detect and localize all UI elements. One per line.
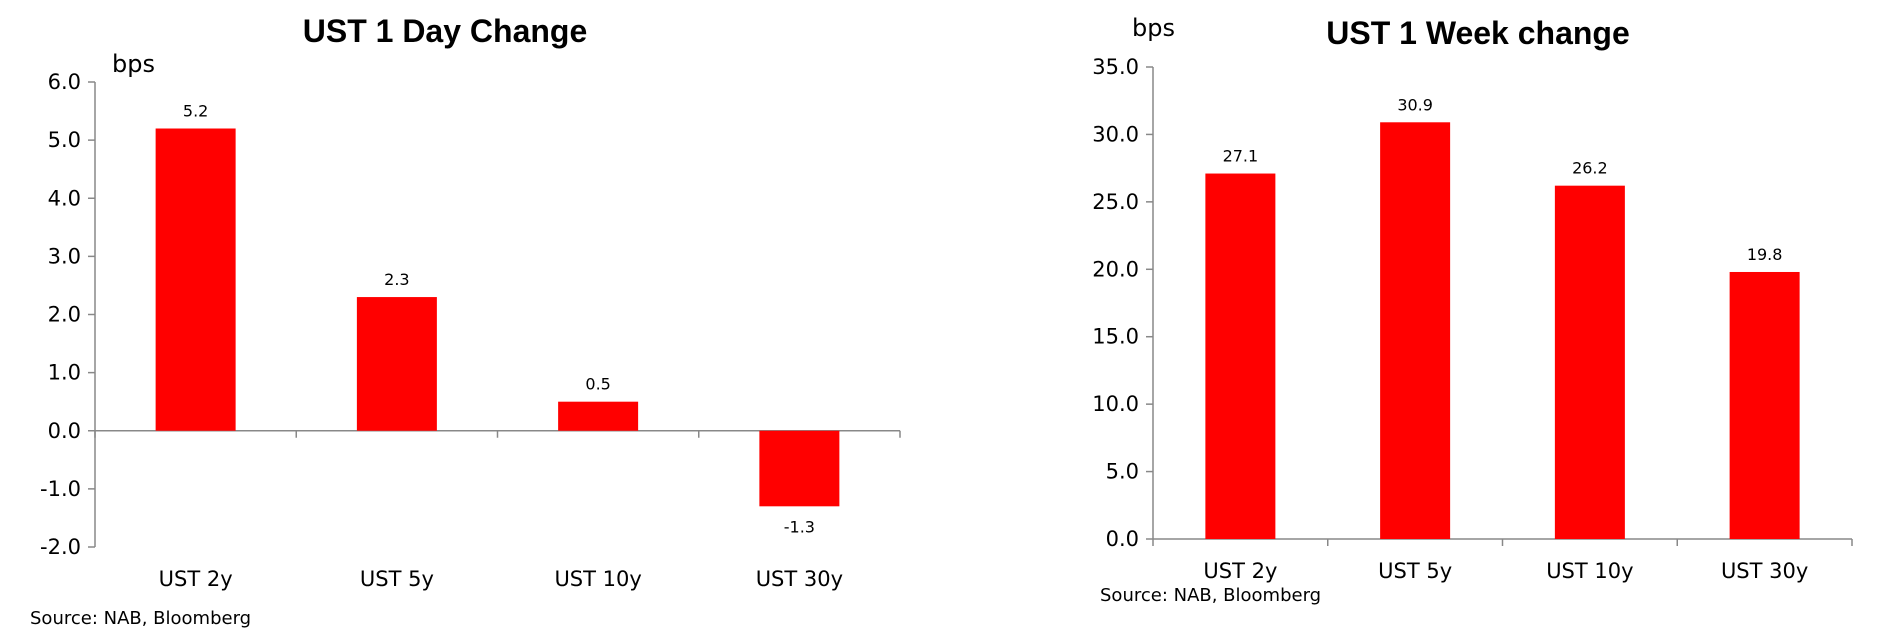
y-tick-label: 2.0 <box>48 303 81 327</box>
y-tick-label: 1.0 <box>48 361 81 385</box>
y-tick-label: 35.0 <box>1092 55 1139 79</box>
data-label: 27.1 <box>1223 147 1259 166</box>
x-category-label: UST 10y <box>1546 559 1633 583</box>
y-tick-label: 6.0 <box>48 70 81 94</box>
bar-ust-30y <box>759 430 840 507</box>
chart-panel-1week: UST 1 Week change bps Source: NAB, Bloom… <box>1030 0 1896 633</box>
data-label: 30.9 <box>1397 95 1433 114</box>
y-axis-unit: bps <box>112 50 155 78</box>
bar-ust-10y <box>558 401 639 431</box>
y-tick-label: 3.0 <box>48 244 81 268</box>
chart-panel-1day: UST 1 Day Change bps Source: NAB, Bloomb… <box>0 0 920 633</box>
bar-ust-10y <box>1554 185 1625 539</box>
data-label: 0.5 <box>585 375 610 394</box>
y-tick-label: 30.0 <box>1092 122 1139 146</box>
chart-1day-svg: UST 1 Day Change bps Source: NAB, Bloomb… <box>30 13 901 629</box>
bar-ust-2y <box>1205 173 1276 539</box>
y-tick-label: 10.0 <box>1092 392 1139 416</box>
y-tick-label: 0.0 <box>1106 527 1139 551</box>
x-category-label: UST 2y <box>159 567 233 591</box>
x-category-label: UST 10y <box>554 567 641 591</box>
source-note: Source: NAB, Bloomberg <box>30 608 251 629</box>
chart-title: UST 1 Day Change <box>303 13 588 49</box>
y-tick-label: -2.0 <box>40 535 81 559</box>
x-category-label: UST 5y <box>1378 559 1452 583</box>
bar-ust-30y <box>1729 271 1800 539</box>
data-label: 19.8 <box>1747 245 1783 264</box>
data-label: -1.3 <box>784 517 815 536</box>
y-tick-label: 20.0 <box>1092 257 1139 281</box>
x-category-label: UST 30y <box>1721 559 1808 583</box>
x-category-label: UST 5y <box>360 567 434 591</box>
y-tick-label: 5.0 <box>1106 460 1139 484</box>
bar-ust-5y <box>1380 122 1451 539</box>
y-tick-label: -1.0 <box>40 477 81 501</box>
y-tick-label: 25.0 <box>1092 190 1139 214</box>
y-tick-label: 4.0 <box>48 186 81 210</box>
bar-ust-5y <box>356 297 437 431</box>
chart-title: UST 1 Week change <box>1326 15 1630 51</box>
bar-ust-2y <box>155 128 236 431</box>
chart-1week-svg: UST 1 Week change bps Source: NAB, Bloom… <box>1092 14 1853 606</box>
data-label: 5.2 <box>183 102 208 121</box>
data-label: 26.2 <box>1572 159 1608 178</box>
y-tick-label: 15.0 <box>1092 325 1139 349</box>
y-tick-label: 0.0 <box>48 419 81 443</box>
x-category-label: UST 30y <box>756 567 843 591</box>
y-axis-unit: bps <box>1132 14 1175 42</box>
source-note: Source: NAB, Bloomberg <box>1100 585 1321 606</box>
x-category-label: UST 2y <box>1203 559 1277 583</box>
data-label: 2.3 <box>384 270 409 289</box>
y-tick-label: 5.0 <box>48 128 81 152</box>
